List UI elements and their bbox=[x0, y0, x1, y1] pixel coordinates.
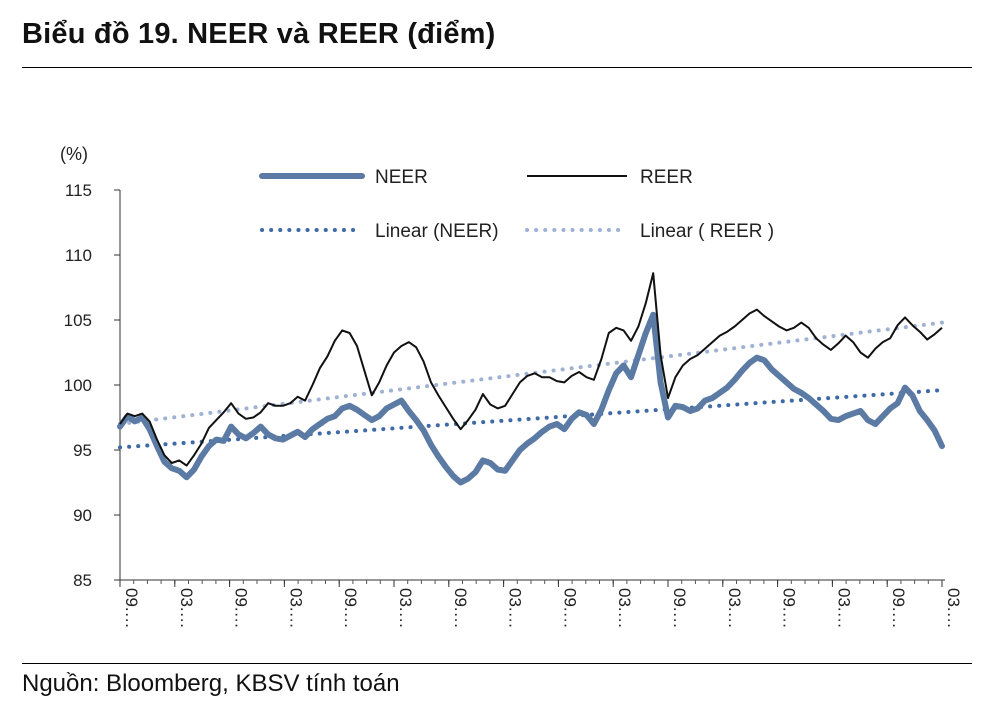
legend: NEER REER Linear (NEER) Linear ( REER ) bbox=[259, 167, 774, 242]
legend-label-reer: REER bbox=[640, 167, 693, 188]
x-tick-label: 09.… bbox=[232, 588, 251, 629]
x-tick-label: 03.… bbox=[615, 588, 634, 629]
y-axis-unit-label: (%) bbox=[60, 144, 88, 164]
series-linear-reer-line bbox=[118, 320, 944, 426]
x-tick-label: 09.… bbox=[670, 588, 689, 629]
series-linear-neer-line bbox=[118, 388, 944, 450]
x-tick-label: 09.… bbox=[341, 588, 360, 629]
x-tick-label: 09.… bbox=[451, 588, 470, 629]
chart-title: Biểu đồ 19. NEER và REER (điểm) bbox=[22, 18, 496, 50]
y-tick-label: 90 bbox=[73, 506, 92, 525]
chart: (%) 85 90 95 100 105 110 115 09.… 03.… 09.… 03.… 09… bbox=[60, 144, 963, 629]
legend-label-linear-neer: Linear (NEER) bbox=[375, 221, 499, 242]
series-neer-line bbox=[117, 311, 945, 486]
y-tick-label: 115 bbox=[65, 181, 92, 200]
x-tick-label: 03.… bbox=[506, 588, 525, 629]
x-tick-label: 03.… bbox=[396, 588, 415, 629]
series-reer-line bbox=[119, 272, 943, 467]
y-tick-label: 85 bbox=[73, 571, 92, 590]
x-tick-label: 03.… bbox=[834, 588, 853, 629]
footer-divider bbox=[22, 663, 972, 664]
title-divider bbox=[22, 67, 972, 68]
y-tick-label: 95 bbox=[73, 441, 92, 460]
y-tick-label: 105 bbox=[64, 311, 92, 330]
series-layer bbox=[117, 272, 945, 486]
y-tick-label: 110 bbox=[65, 246, 92, 265]
legend-label-linear-reer: Linear ( REER ) bbox=[640, 221, 774, 242]
source-note: Nguồn: Bloomberg, KBSV tính toán bbox=[22, 670, 400, 697]
x-tick-label: 09.… bbox=[889, 588, 908, 629]
x-tick-label: 03.… bbox=[725, 588, 744, 629]
axes: 85 90 95 100 105 110 115 09.… 03.… 09.… 03.… 09.… 03… bbox=[64, 181, 963, 629]
x-tick-label: 03.… bbox=[177, 588, 196, 629]
legend-label-neer: NEER bbox=[375, 167, 428, 188]
x-tick-label: 09.… bbox=[780, 588, 799, 629]
x-tick-label: 03.… bbox=[944, 588, 963, 629]
x-tick-label: 09.… bbox=[560, 588, 579, 629]
x-tick-label: 03.… bbox=[286, 588, 305, 629]
x-tick-label: 09.… bbox=[122, 588, 141, 629]
y-tick-label: 100 bbox=[64, 376, 92, 395]
